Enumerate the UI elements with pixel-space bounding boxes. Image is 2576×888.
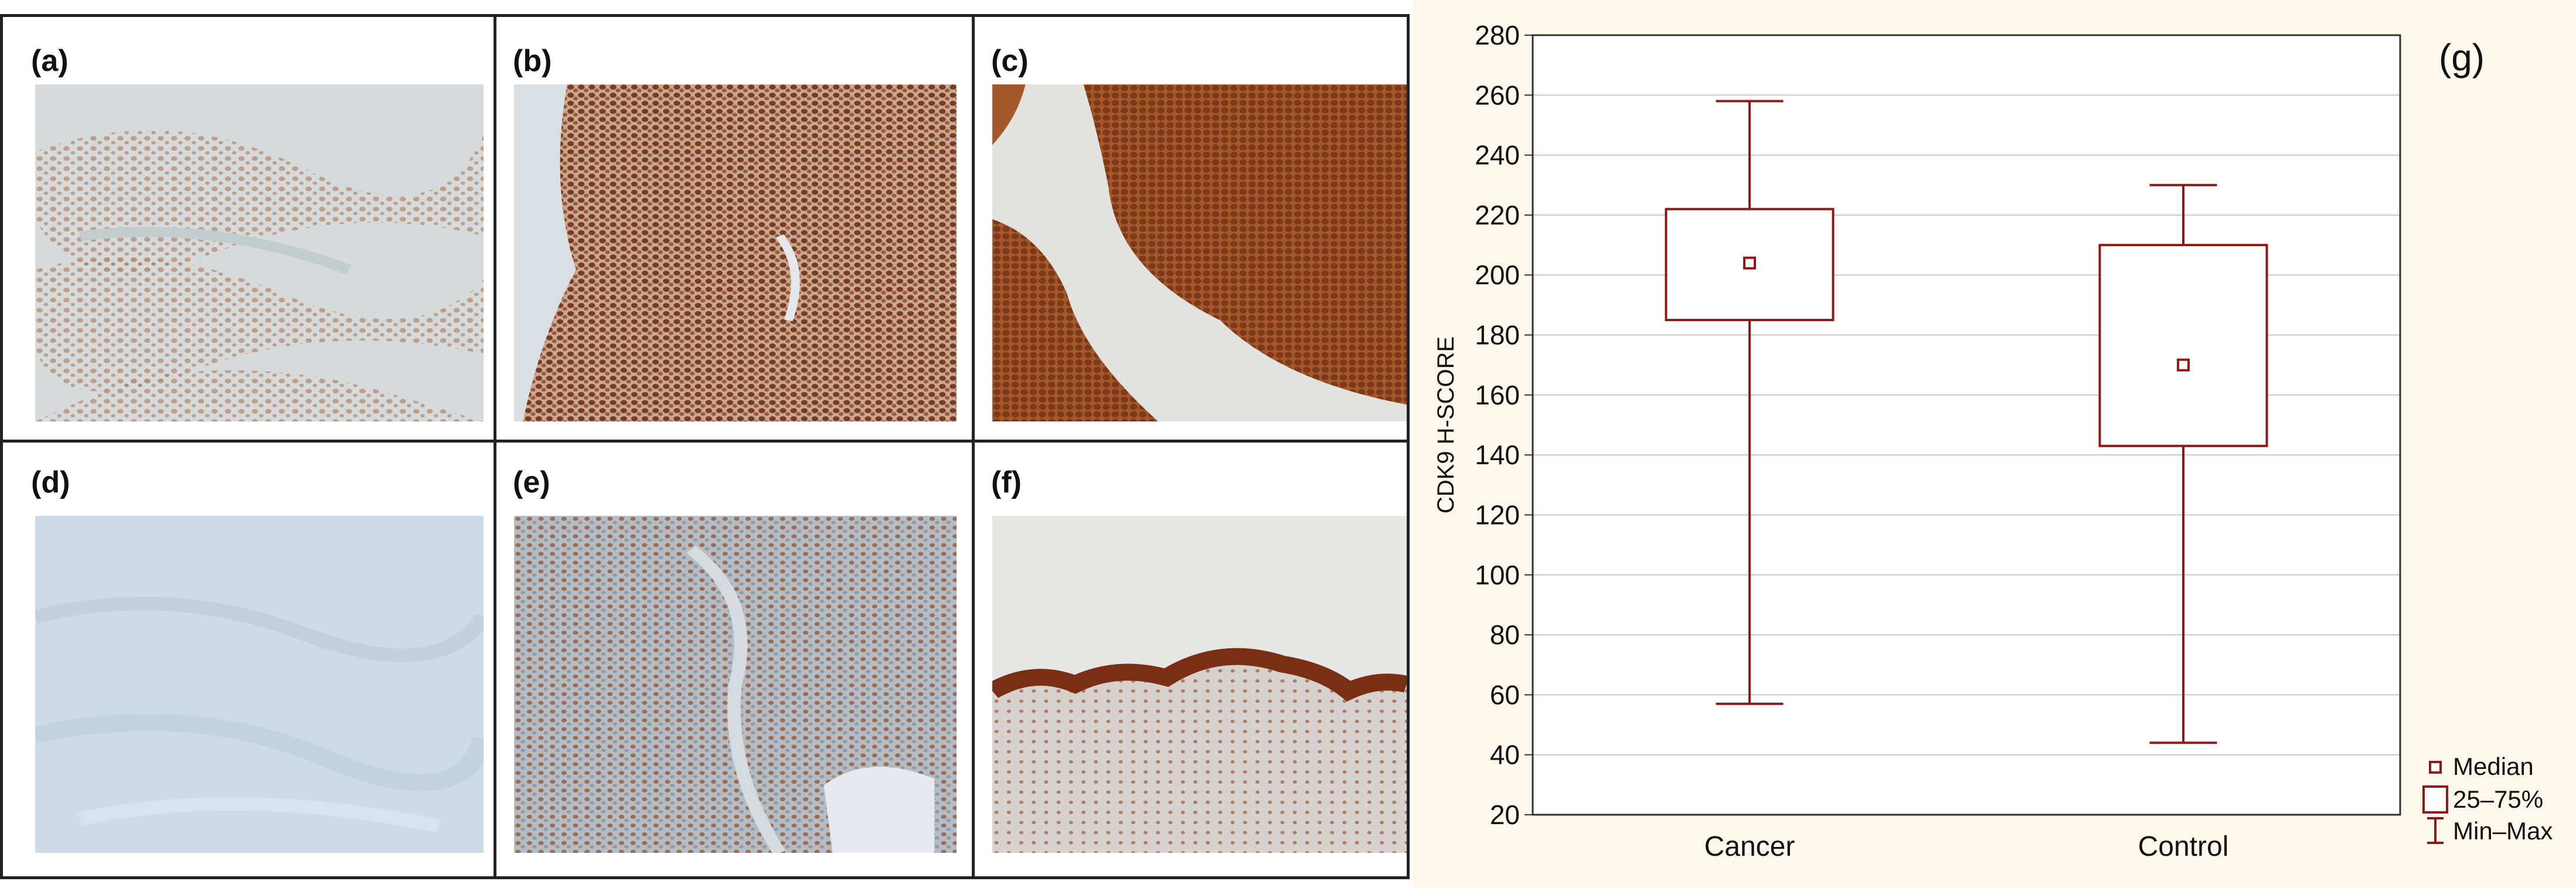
panel-label-g: (g) [2439, 36, 2485, 79]
panel-e-micrograph [514, 516, 957, 853]
y-tick-label: 140 [1475, 440, 1520, 470]
grid-divider [972, 17, 975, 876]
panel-label: (d) [31, 465, 70, 499]
legend-box-icon [2422, 785, 2448, 814]
panel-a-micrograph [35, 84, 484, 421]
x-tick-label: Cancer [1704, 831, 1795, 862]
y-tick-label: 240 [1475, 140, 1520, 171]
y-tick-label: 260 [1475, 80, 1520, 110]
median-marker [1743, 256, 1756, 270]
y-tick-label: 20 [1490, 799, 1520, 830]
panel-label: (a) [31, 44, 69, 78]
panel-d: (d) [3, 443, 494, 876]
panel-c-micrograph [992, 84, 1407, 421]
median-marker [2177, 358, 2190, 372]
legend-median-icon [2429, 761, 2442, 774]
panel-d-micrograph [35, 516, 484, 853]
iqr-box [2098, 244, 2268, 447]
panel-label: (f) [991, 465, 1022, 499]
panel-label: (e) [513, 465, 550, 499]
panel-b-micrograph [514, 84, 957, 421]
plot-frame [1532, 34, 2401, 816]
boxplot-panel: 20 40 60 80 100 120 140 160 180 200 220 240 260 280 CD… [1413, 0, 2576, 888]
y-tick-label: 80 [1490, 620, 1520, 650]
y-tick-label: 40 [1490, 740, 1520, 770]
y-tick-label: 180 [1475, 320, 1520, 351]
y-tick-label: 100 [1475, 560, 1520, 590]
legend-label: Min–Max [2453, 817, 2553, 845]
panel-label: (c) [991, 44, 1029, 78]
boxplot-chart: 20 40 60 80 100 120 140 160 180 200 220 240 260 280 CD… [1433, 20, 2553, 862]
y-tick-label: 200 [1475, 260, 1520, 290]
legend-label: Median [2453, 753, 2534, 780]
grid-divider [3, 440, 1407, 443]
y-tick-label: 280 [1475, 20, 1520, 50]
panel-f-micrograph [992, 516, 1407, 853]
panel-e: (e) [496, 443, 972, 876]
panel-a: (a) [3, 17, 494, 440]
y-tick-label: 60 [1490, 679, 1520, 710]
micrograph-grid: (a) (b) [0, 14, 1410, 879]
x-tick-label: Control [2138, 831, 2229, 862]
panel-c: (c) [975, 17, 1410, 440]
y-tick-label: 120 [1475, 499, 1520, 530]
y-tick-label: 160 [1475, 380, 1520, 410]
legend-label: 25–75% [2453, 785, 2543, 813]
grid-divider [494, 17, 496, 876]
panel-b: (b) [496, 17, 972, 440]
panel-label: (b) [513, 44, 552, 78]
y-tick-label: 220 [1475, 200, 1520, 230]
panel-f: (f) [975, 443, 1410, 876]
y-axis-label: CDK9 H-SCORE [1433, 336, 1459, 513]
plot-area [1533, 35, 2400, 815]
